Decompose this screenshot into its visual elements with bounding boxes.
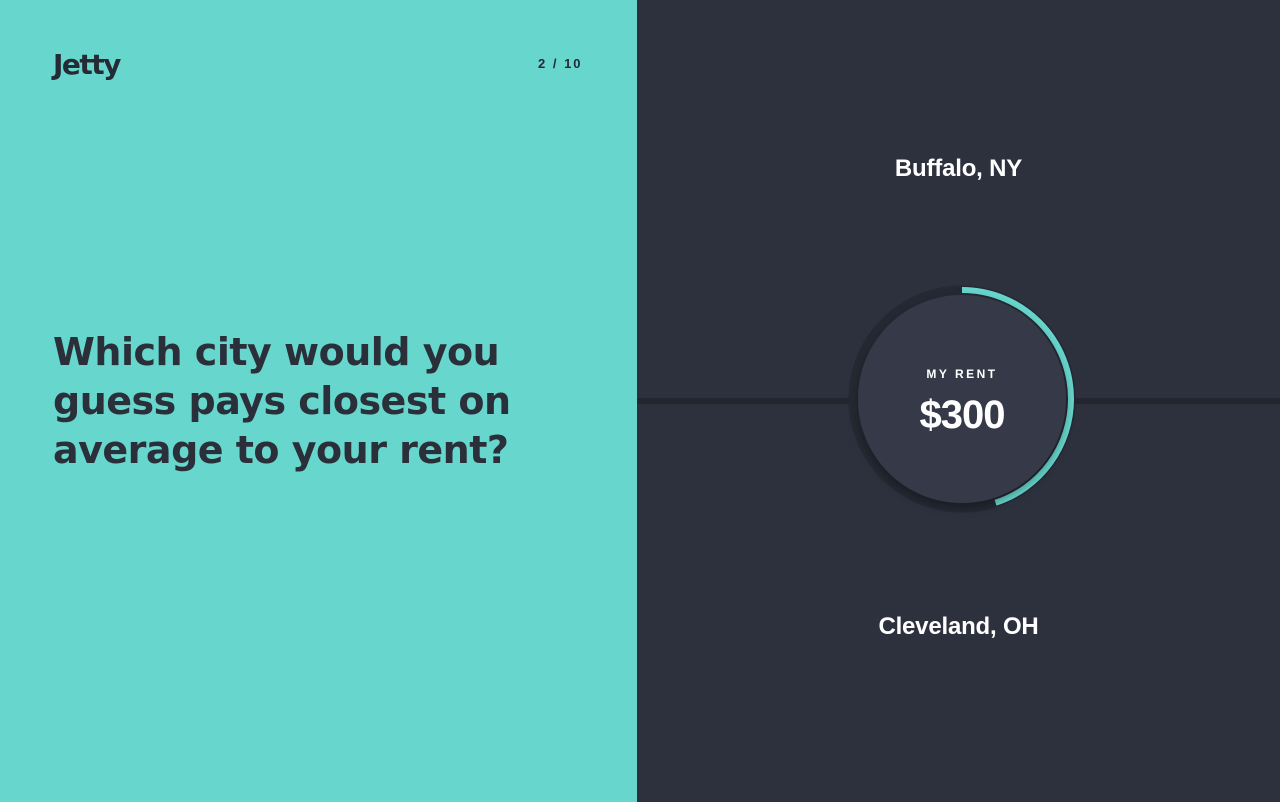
question-text: Which city would you guess pays closest …	[53, 330, 511, 472]
dial-progress-arc[interactable]	[850, 287, 1074, 511]
rent-value: $300	[919, 393, 1006, 437]
my-rent-label: MY RENT	[926, 367, 998, 381]
dial-disc[interactable]: MY RENT $300	[858, 295, 1066, 503]
option-cleveland[interactable]: Cleveland, OH	[878, 613, 1039, 640]
answer-panel: Buffalo, NY MY RENT $300 Cleveland, OH	[637, 0, 1280, 802]
rent-dial[interactable]: MY RENT $300	[848, 285, 1076, 513]
question-panel: Jetty 2 / 10 Which city would you guess …	[0, 0, 637, 802]
option-buffalo[interactable]: Buffalo, NY	[894, 155, 1023, 182]
dial-ring	[848, 285, 1076, 513]
question-counter: 2 / 10	[538, 56, 583, 71]
jetty-logo[interactable]: Jetty	[53, 48, 121, 81]
